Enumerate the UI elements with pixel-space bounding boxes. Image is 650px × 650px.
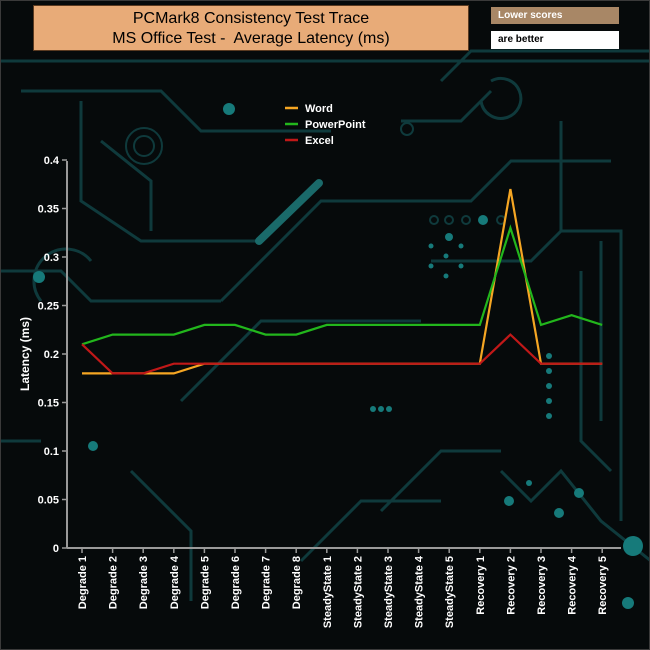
x-tick-label: SteadyState 5 bbox=[444, 556, 456, 628]
y-ticks: 0 0.05 0.1 0.15 0.2 0.25 0.3 0.35 0.4 bbox=[38, 155, 67, 555]
x-tick-label: Degrade 4 bbox=[169, 555, 181, 609]
x-tick-label: Degrade 5 bbox=[199, 556, 211, 609]
x-tick-label: SteadyState 1 bbox=[322, 556, 334, 628]
y-tick-label: 0 bbox=[53, 543, 59, 555]
chart-title-line-2: MS Office Test - Average Latency (ms) bbox=[112, 30, 390, 47]
x-tick-label: Degrade 2 bbox=[108, 556, 120, 609]
legend: Word PowerPoint Excel bbox=[285, 103, 366, 147]
chart-axes bbox=[66, 161, 621, 549]
x-tick-label: Recovery 2 bbox=[505, 556, 517, 615]
x-tick-label: Recovery 1 bbox=[475, 556, 487, 615]
x-tick-label: SteadyState 3 bbox=[383, 556, 395, 628]
x-tick-label: SteadyState 2 bbox=[352, 556, 364, 628]
x-ticks: Degrade 1 Degrade 2 Degrade 3 Degrade 4 Degr… bbox=[77, 548, 609, 628]
x-tick-label: Recovery 5 bbox=[597, 556, 609, 615]
y-axis-label: Latency (ms) bbox=[18, 317, 32, 391]
y-tick-label: 0.25 bbox=[38, 301, 59, 313]
note-are-better: are better bbox=[491, 31, 619, 49]
y-tick-label: 0.05 bbox=[38, 495, 59, 507]
x-tick-label: Degrade 8 bbox=[291, 556, 303, 609]
x-tick-label: Degrade 3 bbox=[138, 556, 150, 609]
x-tick-label: SteadyState 4 bbox=[414, 555, 426, 628]
series-line-word bbox=[82, 188, 603, 375]
chart-title-box: PCMark8 Consistency Test Trace MS Office… bbox=[33, 5, 469, 51]
chart-title-line-1: PCMark8 Consistency Test Trace bbox=[132, 10, 370, 27]
y-tick-label: 0.3 bbox=[44, 252, 59, 264]
y-tick-label: 0.2 bbox=[44, 349, 59, 361]
series-line-powerpoint bbox=[81, 224, 603, 346]
y-tick-label: 0.4 bbox=[44, 155, 60, 167]
y-tick-label: 0.35 bbox=[38, 204, 59, 216]
x-tick-label: Degrade 6 bbox=[230, 556, 242, 609]
legend-label: Excel bbox=[305, 135, 334, 147]
x-tick-label: Degrade 1 bbox=[77, 556, 89, 609]
legend-label: Word bbox=[305, 103, 333, 115]
y-tick-label: 0.15 bbox=[38, 398, 59, 410]
x-tick-label: Recovery 3 bbox=[536, 556, 548, 615]
y-tick-label: 0.1 bbox=[44, 446, 59, 458]
x-tick-label: Recovery 4 bbox=[567, 555, 579, 615]
note-lower-scores: Lower scores bbox=[491, 7, 619, 24]
legend-label: PowerPoint bbox=[305, 119, 366, 131]
series-line-excel bbox=[81, 333, 603, 375]
series-lines bbox=[81, 188, 603, 375]
x-tick-label: Degrade 7 bbox=[261, 556, 273, 609]
